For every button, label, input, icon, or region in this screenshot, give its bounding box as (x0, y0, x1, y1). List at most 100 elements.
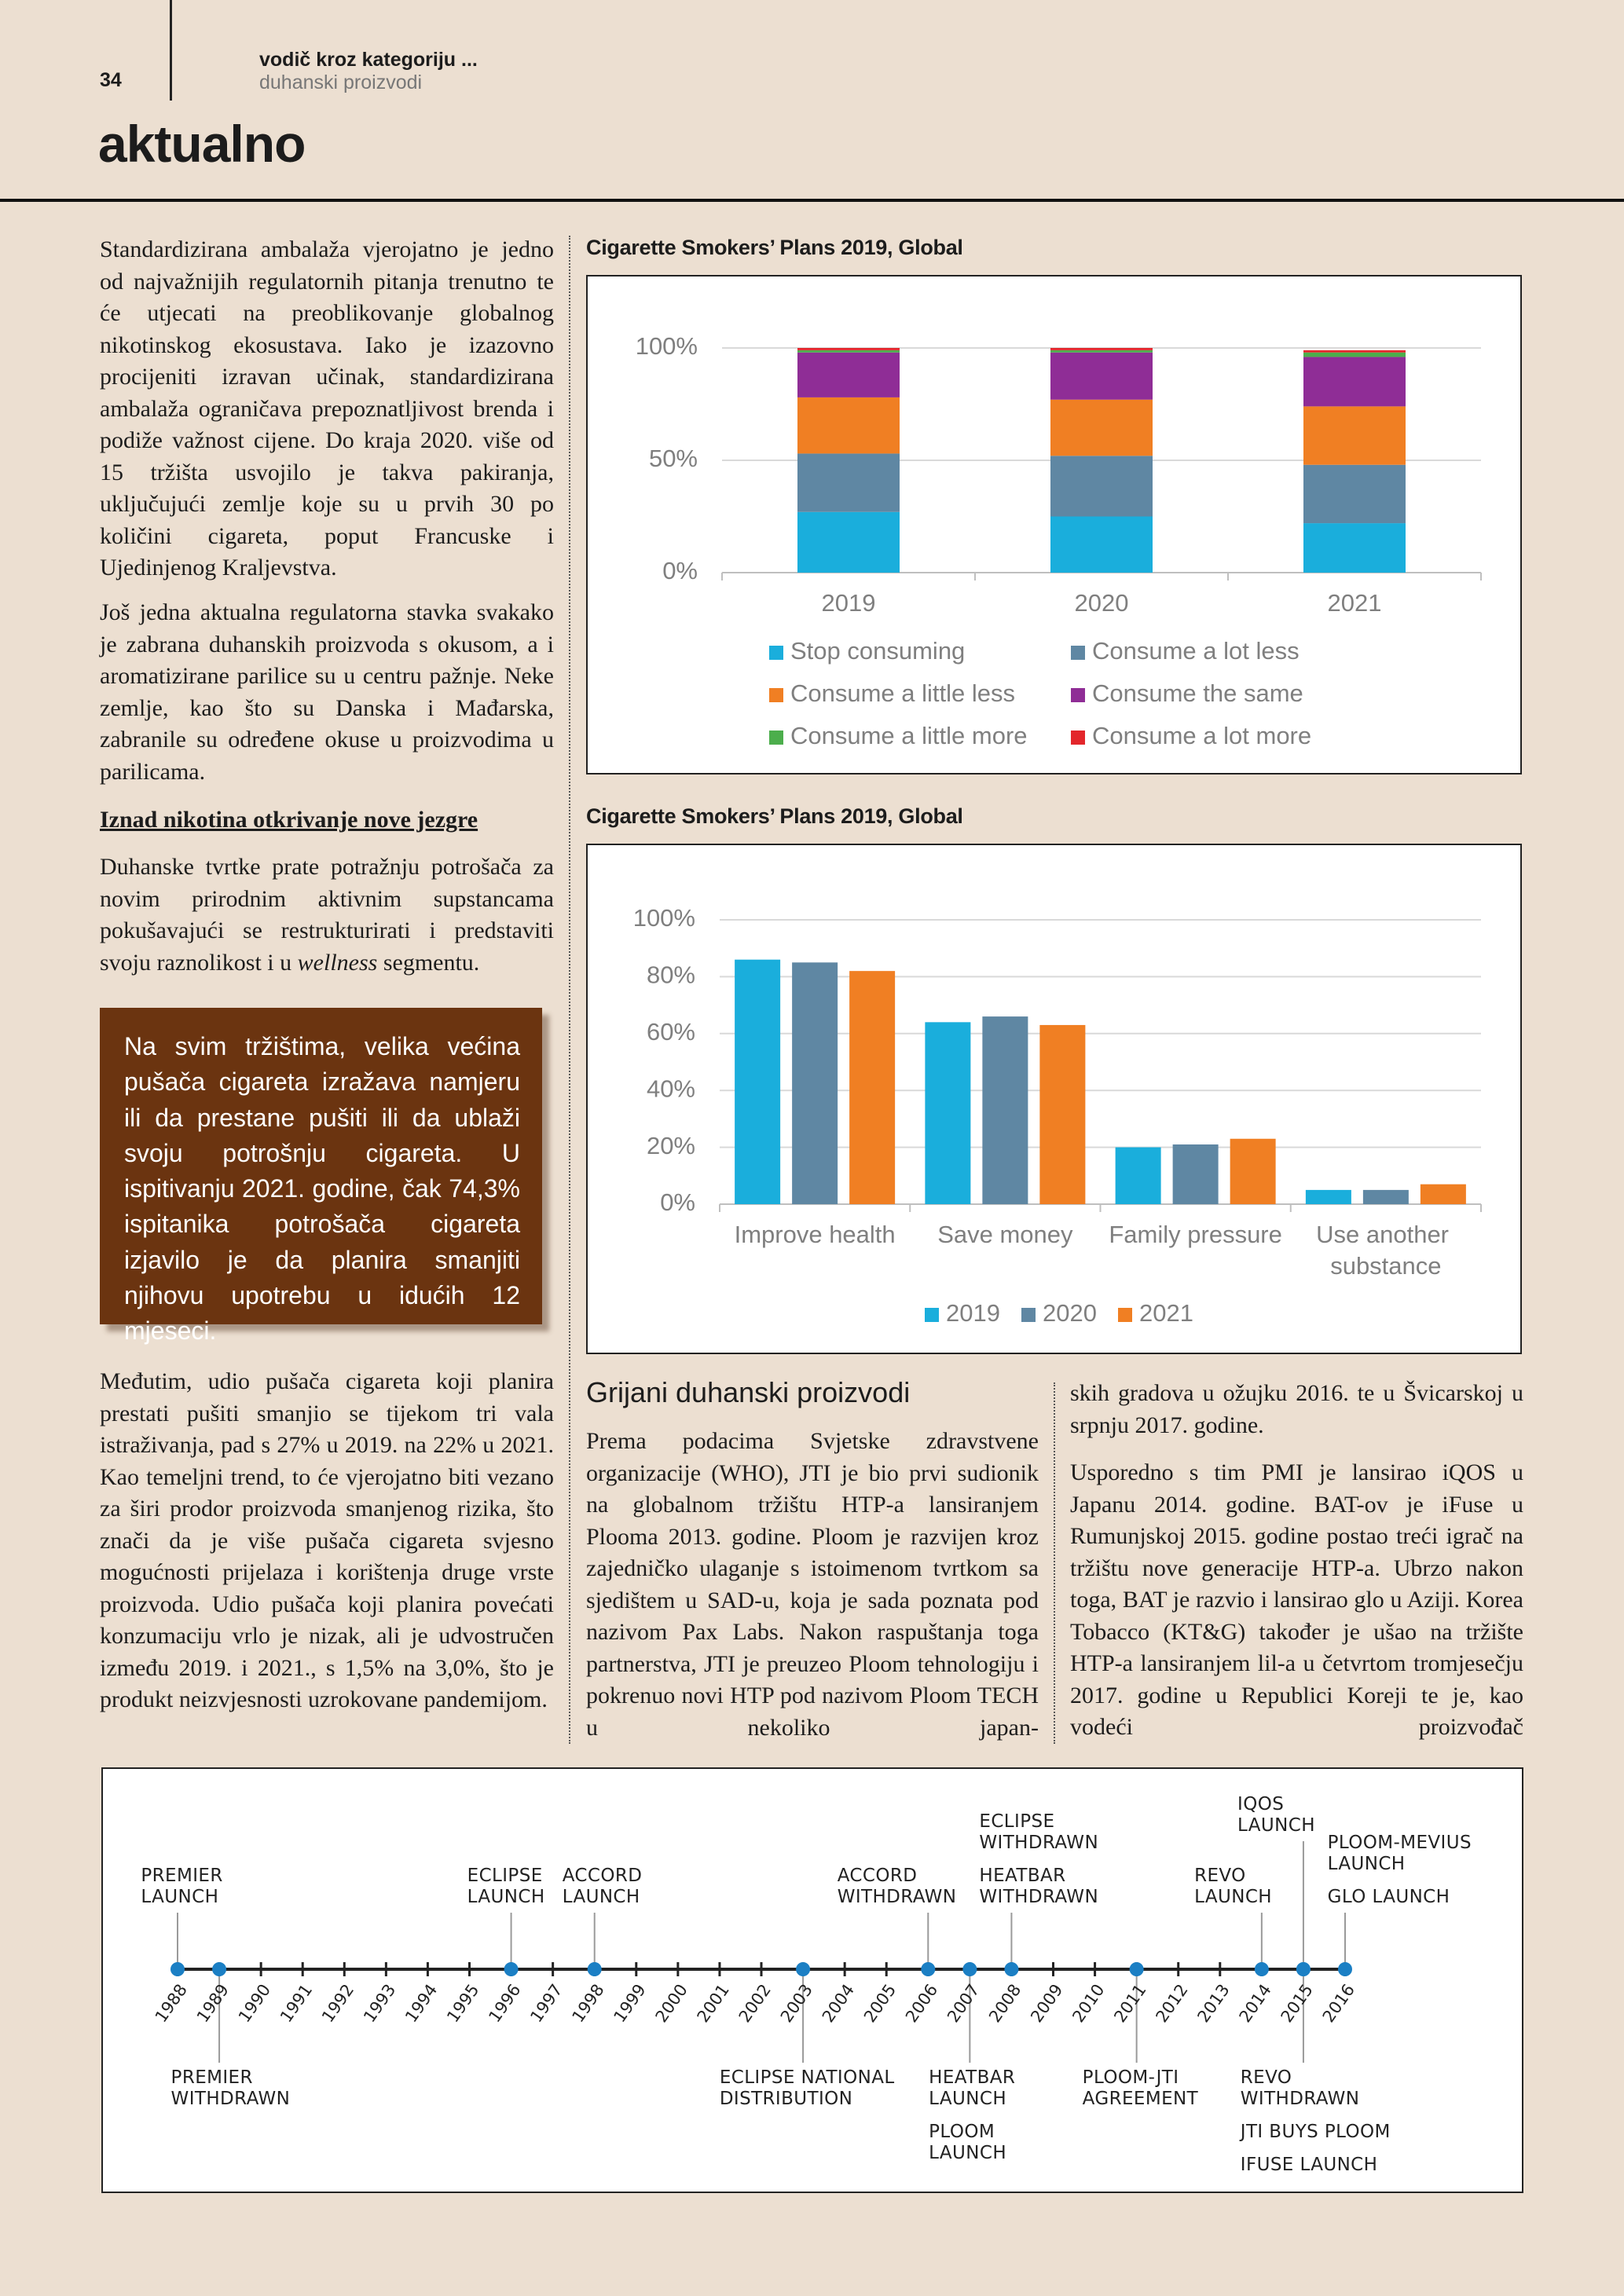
bar-segment (797, 453, 900, 512)
bar-segment (1050, 350, 1153, 353)
event-dot (170, 1962, 185, 1976)
y-tick-label: 50% (649, 445, 698, 472)
year-label: 1992 (318, 1981, 357, 2027)
event-dot (1296, 1962, 1311, 1976)
year-label: 1998 (568, 1981, 607, 2027)
bar (1115, 1147, 1161, 1204)
bar (792, 962, 838, 1204)
event-label: REVO WITHDRAWN (1240, 2067, 1360, 2109)
paragraph: Duhanske tvrtke prate potražnju potrošač… (100, 851, 554, 979)
legend-label: Consume a little less (790, 679, 1015, 707)
bar-segment (797, 397, 900, 454)
event-label: PLOOM-JTI AGREEMENT (1082, 2067, 1199, 2109)
event-label: IQOS LAUNCH (1237, 1794, 1315, 1836)
callout-box: Na svim tržištima, velika većina pušača … (100, 1008, 542, 1345)
legend-label: Consume a lot more (1092, 722, 1311, 749)
event-dot (921, 1962, 936, 1976)
bar-segment (1050, 348, 1153, 350)
y-tick-label: 20% (647, 1132, 695, 1159)
timeline: 1988 1989 1990 1991 1992 1993 1994 1995 1996 1997… (101, 1767, 1523, 2193)
bar-segment (797, 511, 900, 573)
y-tick-label: 100% (636, 332, 698, 360)
year-label: 1999 (610, 1981, 649, 2027)
legend-swatch (1071, 646, 1085, 660)
legend-swatch (769, 688, 783, 702)
article-heading: Grijani duhanski proizvodi (586, 1376, 911, 1408)
event-label: PREMIER LAUNCH (141, 1866, 223, 1907)
event-dot (962, 1962, 977, 1976)
event-label-group: PLOOM-MEVIUS LAUNCH GLO LAUNCH (1328, 1833, 1472, 1908)
y-tick-label: 60% (647, 1018, 695, 1045)
y-tick-label: 40% (647, 1075, 695, 1102)
chart: 0% 50% 100% 2019 2020 2021 Stop consuming Consu… (636, 332, 1482, 749)
legend-label: Consume the same (1092, 679, 1303, 707)
event-label: GLO LAUNCH (1327, 1887, 1450, 1907)
legend-swatch (1071, 731, 1085, 745)
event-label: ECLIPSE WITHDRAWN (979, 1811, 1099, 1853)
event-dot (1254, 1962, 1269, 1976)
paragraph: Još jedna aktualna regulatorna stavka sv… (100, 599, 554, 785)
bar (1230, 1138, 1276, 1204)
legend-label: Consume a little more (790, 722, 1028, 749)
column-divider (1054, 1382, 1055, 1744)
year-label: 2000 (652, 1981, 691, 2027)
bar-segment (797, 350, 900, 353)
year-label: 1993 (360, 1981, 399, 2027)
legend-swatch (769, 731, 783, 745)
timeline-graphic: 1988 1989 1990 1991 1992 1993 1994 1995 1996 1997… (152, 1841, 1358, 2063)
event-label: HEATBAR WITHDRAWN (979, 1866, 1099, 1907)
event-label-group: PREMIER LAUNCH (141, 1866, 222, 1908)
year-label: 2001 (694, 1981, 733, 2027)
x-tick-label: 2020 (1075, 589, 1129, 617)
year-label: 2008 (985, 1981, 1025, 2027)
y-tick-label: 80% (647, 961, 695, 989)
column-divider (569, 236, 570, 1744)
legend-swatch (1118, 1308, 1132, 1322)
year-label: 2013 (1193, 1981, 1233, 2027)
year-label: 2005 (860, 1981, 900, 2027)
year-label: 2014 (1236, 1981, 1275, 2027)
chart-title: Cigarette Smokers’ Plans 2019, Global (586, 804, 963, 828)
subsection: duhanski proizvodi (259, 71, 423, 93)
event-label-group: IQOS LAUNCH (1237, 1794, 1315, 1836)
chart-frame: 0% 20% 40% 60% 80% 100% Improve health Save mon… (586, 844, 1522, 1354)
bar (849, 971, 896, 1204)
year-label: 1995 (443, 1981, 482, 2027)
year-label: 2011 (1110, 1981, 1149, 2027)
event-label-group: ACCORD WITHDRAWN (838, 1866, 957, 1908)
legend-swatch (769, 646, 783, 660)
chart: 0% 20% 40% 60% 80% 100% Improve health Save mon… (633, 904, 1482, 1327)
year-label: 2003 (777, 1981, 816, 2027)
bar-segment (1050, 516, 1153, 573)
bar (1172, 1144, 1219, 1204)
event-dot (504, 1962, 519, 1976)
paragraph: Usporedno s tim PMI je lansirao iQOS u J… (1070, 1459, 1523, 1740)
legend-swatch (1021, 1308, 1036, 1322)
chart-frame: 0% 50% 100% 2019 2020 2021 Stop consuming Consu… (586, 275, 1522, 774)
event-label: JTI BUYS PLOOM (1240, 2122, 1391, 2142)
paragraph: Međutim, udio pušača cigareta koji plani… (100, 1368, 554, 1712)
y-tick-label: 0% (662, 557, 698, 584)
event-label-group: ACCORD LAUNCH (563, 1866, 643, 1908)
year-label: 2012 (1152, 1981, 1191, 2027)
year-label: 1997 (526, 1981, 566, 2027)
year-label: 1996 (485, 1981, 524, 2027)
paragraph: skih gradova u ožujku 2016. te u Švicars… (1070, 1380, 1523, 1438)
paragraph: Standardizirana ambalaža vjerojatno je j… (100, 236, 554, 580)
event-label: ECLIPSE NATIONAL DISTRIBUTION (719, 2067, 895, 2109)
y-tick-label: 0% (660, 1188, 695, 1216)
x-tick-label: 2019 (822, 589, 876, 617)
header-divider (170, 0, 172, 101)
text: Duhanske tvrtke prate potražnju potrošač… (100, 854, 554, 976)
event-label: REVO LAUNCH (1194, 1866, 1272, 1907)
x-tick-label: Improve health (735, 1221, 896, 1248)
bar (735, 959, 781, 1204)
year-label: 1994 (401, 1981, 441, 2027)
event-label-group: PREMIER WITHDRAWN (171, 2067, 291, 2110)
x-tick-label: Use another substance (1316, 1221, 1456, 1280)
event-label-group: HEATBAR LAUNCH PLOOM LAUNCH (929, 2067, 1015, 2164)
year-label: 1991 (277, 1981, 316, 2027)
event-label-group: REVO LAUNCH (1194, 1866, 1272, 1908)
event-label-group: ECLIPSE LAUNCH (467, 1866, 545, 1908)
